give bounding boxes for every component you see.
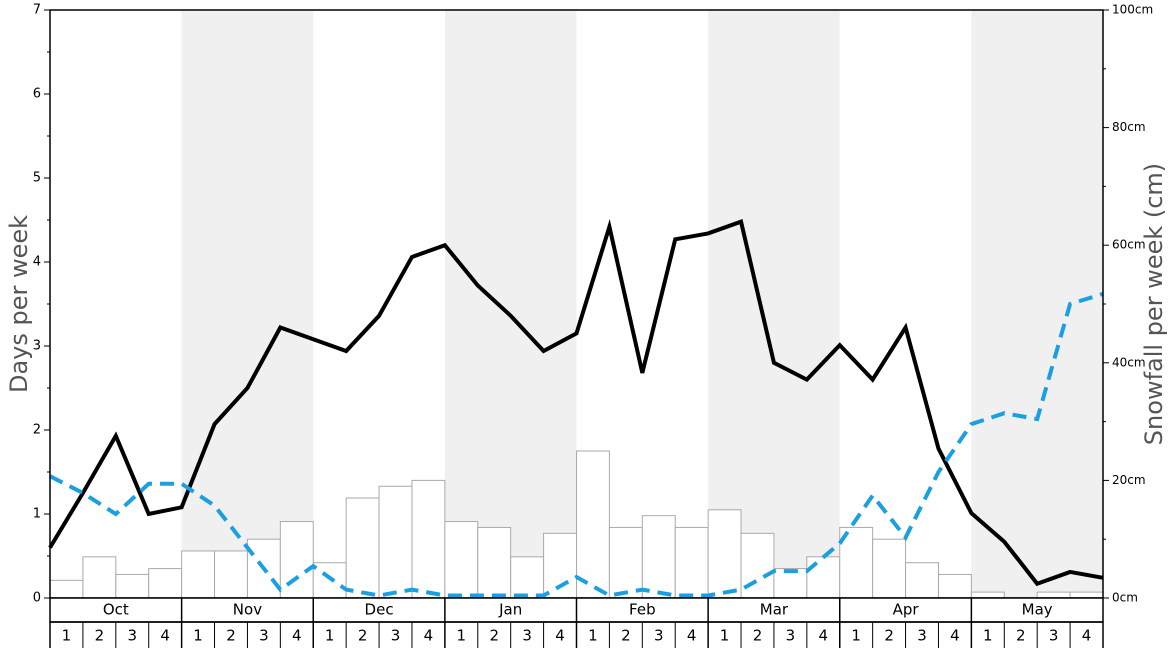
- snowfall-bar: [641, 515, 676, 599]
- snowfall-bar: [279, 521, 314, 599]
- y-tick-label: 3: [33, 339, 41, 354]
- month-shade: [708, 10, 840, 598]
- month-label: Oct: [103, 601, 129, 619]
- y2-tick-label: 20cm: [1112, 473, 1146, 487]
- week-label: 1: [325, 627, 335, 645]
- week-label: 3: [917, 627, 927, 645]
- month-label: Dec: [365, 601, 394, 619]
- week-label: 4: [160, 627, 170, 645]
- week-label: 2: [226, 627, 236, 645]
- month-label: May: [1022, 601, 1053, 619]
- snowfall-bar: [181, 550, 216, 599]
- week-label: 3: [1049, 627, 1059, 645]
- snowfall-bar: [707, 509, 742, 599]
- week-label: 1: [588, 627, 598, 645]
- snowfall-bar: [148, 568, 183, 599]
- week-label: 3: [127, 627, 137, 645]
- month-label: Apr: [893, 601, 920, 619]
- y2-tick-label: 80cm: [1112, 120, 1146, 134]
- week-label: 2: [1016, 627, 1026, 645]
- y-tick-label: 6: [33, 87, 41, 102]
- snowfall-bar: [905, 562, 939, 599]
- week-label: 3: [654, 627, 664, 645]
- snowfall-bar: [806, 556, 841, 599]
- y2-tick-label: 40cm: [1112, 355, 1146, 369]
- week-label: 4: [1082, 627, 1092, 645]
- month-label: Feb: [629, 601, 656, 619]
- y-axis-label: Days per week: [5, 215, 33, 393]
- snowfall-bar: [49, 579, 84, 599]
- snowfall-bar: [510, 556, 545, 599]
- snowfall-bar: [411, 479, 446, 599]
- snowfall-bar: [82, 556, 117, 599]
- days-line: [48, 218, 1104, 587]
- week-label: 1: [457, 627, 467, 645]
- week-label: 4: [555, 627, 565, 645]
- week-label: 2: [621, 627, 631, 645]
- month-label: Nov: [233, 601, 262, 619]
- y2-tick-label: 0cm: [1112, 591, 1138, 605]
- snowfall-bar: [674, 526, 709, 599]
- snowfall-bar: [608, 526, 643, 599]
- week-label: 3: [786, 627, 796, 645]
- month-shade: [444, 10, 577, 598]
- snowfall-bar: [477, 526, 512, 599]
- y2-tick-label: 60cm: [1112, 238, 1146, 252]
- month-label: Mar: [760, 601, 789, 619]
- week-label: 3: [259, 627, 269, 645]
- week-label: 1: [983, 627, 993, 645]
- week-label: 4: [950, 627, 960, 645]
- y-tick-label: 5: [33, 171, 41, 186]
- snowfall-bar: [345, 497, 380, 599]
- week-label: 2: [884, 627, 894, 645]
- snowfall-bar: [214, 550, 248, 599]
- month-shade: [971, 10, 1103, 598]
- month-label: Jan: [498, 601, 522, 619]
- y-tick-label: 2: [33, 423, 41, 438]
- week-label: 1: [193, 627, 203, 645]
- week-label: 1: [62, 627, 72, 645]
- week-label: 2: [489, 627, 499, 645]
- y2-axis-label: Snowfall per week (cm): [1140, 163, 1168, 445]
- y-tick-label: 7: [33, 3, 41, 18]
- y-tick-label: 0: [33, 591, 41, 606]
- week-label: 4: [687, 627, 697, 645]
- snowfall-bar: [1036, 591, 1071, 599]
- snowfall-bar: [1069, 591, 1104, 599]
- week-label: 2: [358, 627, 368, 645]
- week-label: 1: [851, 627, 861, 645]
- week-label: 4: [819, 627, 829, 645]
- snowfall-bar: [872, 538, 907, 599]
- week-label: 3: [522, 627, 532, 645]
- week-label: 1: [720, 627, 730, 645]
- week-label: 2: [95, 627, 105, 645]
- days-line: [49, 292, 1104, 598]
- y2-tick-label: 100cm: [1112, 3, 1153, 17]
- snowfall-bar: [378, 485, 413, 599]
- week-label: 3: [391, 627, 401, 645]
- snowfall-bar: [576, 450, 610, 599]
- y-tick-label: 1: [33, 507, 41, 522]
- snowfall-bar: [115, 573, 150, 599]
- snowfall-bar: [970, 591, 1005, 599]
- week-label: 2: [753, 627, 763, 645]
- snowfall-bar: [937, 573, 972, 599]
- week-label: 4: [292, 627, 302, 645]
- month-shade: [181, 10, 314, 598]
- y-tick-label: 4: [33, 255, 41, 270]
- week-label: 4: [424, 627, 434, 645]
- snowfall-bar: [312, 562, 347, 599]
- snowfall-bar: [444, 521, 479, 599]
